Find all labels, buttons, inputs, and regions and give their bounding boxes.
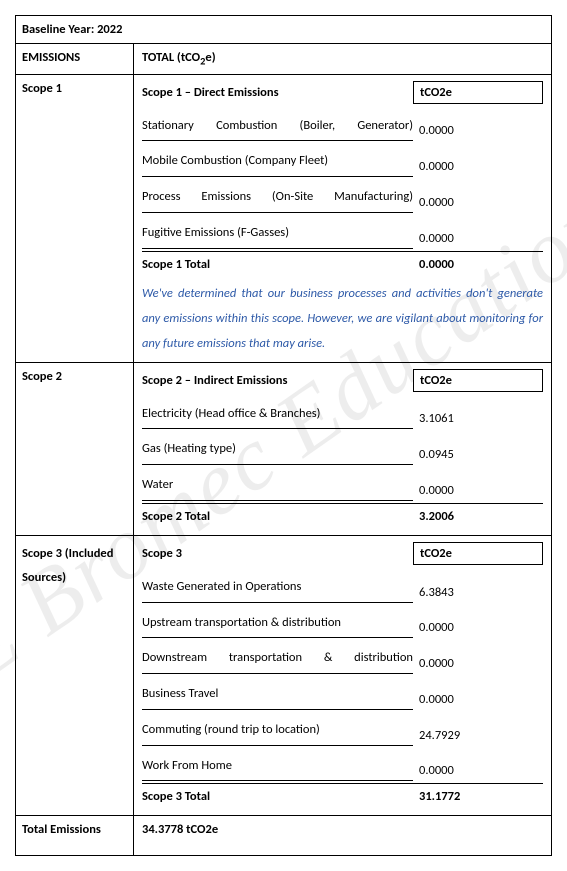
scope1-note: We've determined that our business proce… xyxy=(142,277,543,356)
scope2-unit: tCO2e xyxy=(413,369,543,392)
header-right: TOTAL (tCO2e) xyxy=(134,44,551,74)
line-item: Process Emissions (On-Site Manufacturing… xyxy=(142,179,543,213)
line-item: Upstream transportation & distribution0.… xyxy=(142,605,543,639)
scope2-row: Scope 2 Scope 2 – Indirect Emissions tCO… xyxy=(16,363,551,536)
line-item: Commuting (round trip to location)24.792… xyxy=(142,712,543,746)
scope3-content: Scope 3 tCO2e Waste Generated in Operati… xyxy=(134,536,551,816)
scope1-unit: tCO2e xyxy=(413,81,543,104)
scope3-label: Scope 3 (Included Sources) xyxy=(16,536,134,816)
line-item: Water0.0000 xyxy=(142,467,543,501)
emissions-table: Baseline Year: 2022 EMISSIONS TOTAL (tCO… xyxy=(15,15,552,856)
grand-left: Total Emissions xyxy=(16,816,134,855)
header-left: EMISSIONS xyxy=(16,44,134,74)
grand-right: 34.3778 tCO2e xyxy=(134,816,551,855)
header-row: EMISSIONS TOTAL (tCO2e) xyxy=(16,44,551,75)
line-item: Electricity (Head office & Branches)3.10… xyxy=(142,396,543,430)
line-item: Gas (Heating type)0.0945 xyxy=(142,431,543,465)
scope3-title: Scope 3 xyxy=(142,543,413,564)
grand-total-row: Total Emissions 34.3778 tCO2e xyxy=(16,816,551,855)
line-item: Business Travel0.0000 xyxy=(142,676,543,710)
scope1-label: Scope 1 xyxy=(16,75,134,362)
baseline-year: Baseline Year: 2022 xyxy=(16,16,551,44)
scope3-row: Scope 3 (Included Sources) Scope 3 tCO2e… xyxy=(16,536,551,817)
scope1-content: Scope 1 – Direct Emissions tCO2e Station… xyxy=(134,75,551,362)
scope2-total: Scope 2 Total 3.2006 xyxy=(142,503,543,529)
scope2-title: Scope 2 – Indirect Emissions xyxy=(142,370,413,391)
line-item: Waste Generated in Operations6.3843 xyxy=(142,569,543,603)
scope2-content: Scope 2 – Indirect Emissions tCO2e Elect… xyxy=(134,363,551,535)
scope1-total: Scope 1 Total 0.0000 xyxy=(142,251,543,277)
line-item: Stationary Combustion (Boiler, Generator… xyxy=(142,108,543,142)
scope1-title: Scope 1 – Direct Emissions xyxy=(142,82,413,103)
line-item: Fugitive Emissions (F-Gasses)0.0000 xyxy=(142,215,543,249)
line-item: Downstream transportation & distribution… xyxy=(142,640,543,674)
scope3-total: Scope 3 Total 31.1772 xyxy=(142,783,543,809)
scope1-row: Scope 1 Scope 1 – Direct Emissions tCO2e… xyxy=(16,75,551,363)
line-item: Work From Home0.0000 xyxy=(142,748,543,782)
scope2-label: Scope 2 xyxy=(16,363,134,535)
scope3-unit: tCO2e xyxy=(413,542,543,565)
line-item: Mobile Combustion (Company Fleet)0.0000 xyxy=(142,143,543,177)
